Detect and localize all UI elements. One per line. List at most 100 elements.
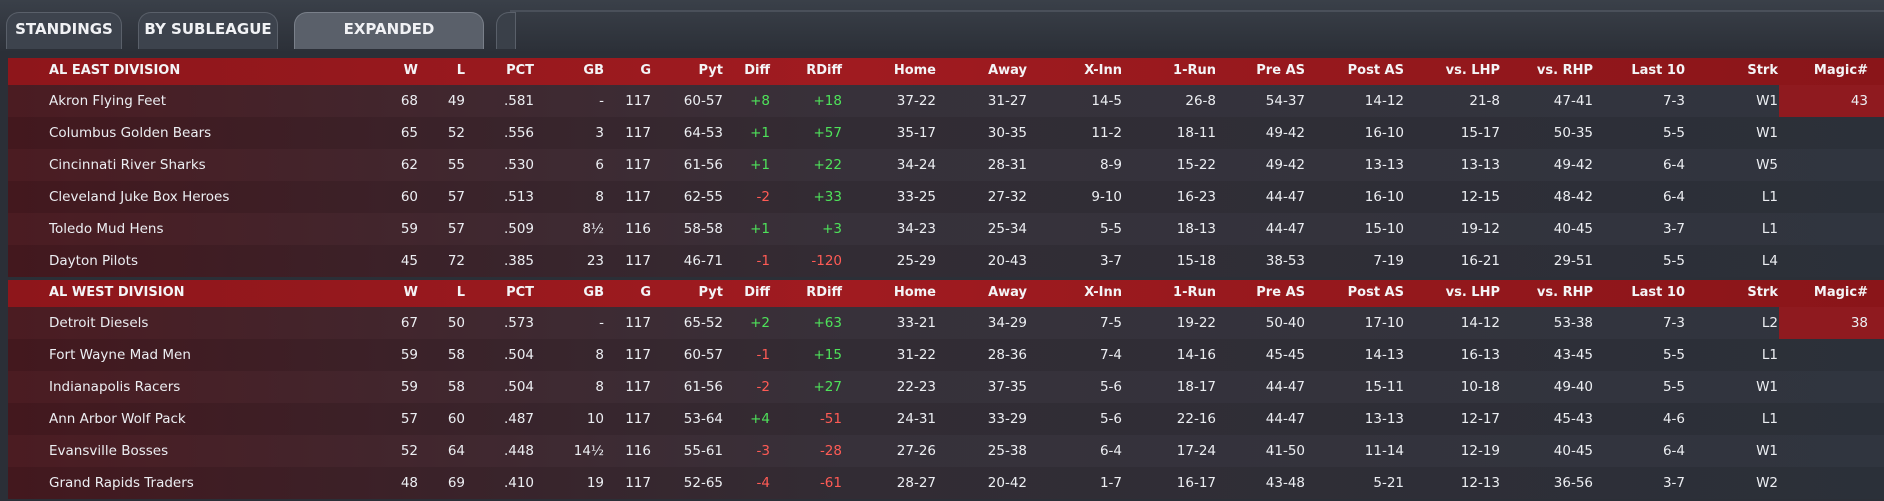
cell-one-run: 14-16: [1176, 347, 1216, 363]
tab-standings[interactable]: STANDINGS: [6, 12, 122, 49]
team-row[interactable]: Cleveland Juke Box Heroes 60 57 .513 8 117 62-…: [8, 181, 1884, 213]
cell-rdiff: +3: [822, 221, 842, 237]
cell-diff: -4: [756, 475, 770, 491]
cell-diff: -3: [756, 443, 770, 459]
column-header-strk[interactable]: Strk: [1747, 285, 1778, 300]
column-header-x-inn[interactable]: X-Inn: [1084, 285, 1122, 300]
column-header-magic[interactable]: Magic#: [1813, 63, 1868, 78]
cell-x-inn: 14-5: [1091, 93, 1122, 109]
team-name[interactable]: Detroit Diesels: [49, 315, 149, 331]
team-name[interactable]: Indianapolis Racers: [49, 379, 181, 395]
cell-away: 25-34: [987, 221, 1027, 237]
cell-vs-lhp: 15-17: [1460, 125, 1500, 141]
cell-rdiff: +15: [813, 347, 843, 363]
team-name[interactable]: Evansville Bosses: [49, 443, 169, 459]
team-name[interactable]: Columbus Golden Bears: [49, 125, 212, 141]
team-name[interactable]: Akron Flying Feet: [49, 93, 167, 109]
cell-pyt: 60-57: [683, 347, 723, 363]
column-header-w[interactable]: W: [403, 63, 418, 78]
team-name[interactable]: Fort Wayne Mad Men: [49, 347, 191, 363]
cell-post-as: 7-19: [1373, 253, 1404, 269]
cell-vs-rhp: 36-56: [1553, 475, 1593, 491]
team-name[interactable]: Ann Arbor Wolf Pack: [49, 411, 186, 427]
column-header-pyt[interactable]: Pyt: [698, 285, 723, 300]
column-header-x-inn[interactable]: X-Inn: [1084, 63, 1122, 78]
cell-g: 117: [625, 475, 651, 491]
cell-x-inn: 7-5: [1099, 315, 1122, 331]
tab-expanded-standings[interactable]: EXPANDED STANDINGS: [294, 12, 484, 70]
column-header-gb[interactable]: GB: [583, 285, 604, 300]
team-row[interactable]: Columbus Golden Bears 65 52 .556 3 117 64-53 +1…: [8, 117, 1884, 149]
team-name[interactable]: Toledo Mud Hens: [49, 221, 164, 237]
tab-bar: STANDINGS BY SUBLEAGUE EXPANDED STANDING…: [0, 0, 1884, 70]
team-name[interactable]: Cincinnati River Sharks: [49, 157, 206, 173]
column-header-magic[interactable]: Magic#: [1813, 285, 1868, 300]
cell-l: 55: [447, 157, 465, 173]
column-header-one-run[interactable]: 1-Run: [1173, 63, 1216, 78]
team-row[interactable]: Grand Rapids Traders 48 69 .410 19 117 52-65 -4…: [8, 467, 1884, 499]
cell-gb: 19: [586, 475, 604, 491]
column-header-pre-as[interactable]: Pre AS: [1256, 63, 1305, 78]
cell-l: 72: [447, 253, 465, 269]
column-header-pct[interactable]: PCT: [506, 285, 534, 300]
column-header-diff[interactable]: Diff: [744, 63, 770, 78]
column-header-g[interactable]: G: [640, 285, 651, 300]
team-row[interactable]: Dayton Pilots 45 72 .385 23 117 46-71 -1 -120 25-…: [8, 245, 1884, 277]
column-header-pre-as[interactable]: Pre AS: [1256, 285, 1305, 300]
column-header-one-run[interactable]: 1-Run: [1173, 285, 1216, 300]
column-header-strk[interactable]: Strk: [1747, 63, 1778, 78]
team-row[interactable]: Indianapolis Racers 59 58 .504 8 117 61-56 -2 +2…: [8, 371, 1884, 403]
team-name[interactable]: Grand Rapids Traders: [49, 475, 194, 491]
team-row[interactable]: Akron Flying Feet 68 49 .581 - 117 60-57 +8 +18 3…: [8, 85, 1884, 117]
column-header-w[interactable]: W: [403, 285, 418, 300]
column-header-last-10[interactable]: Last 10: [1631, 63, 1685, 78]
column-header-away[interactable]: Away: [988, 63, 1027, 78]
column-header-post-as[interactable]: Post AS: [1347, 63, 1404, 78]
cell-vs-rhp: 47-41: [1553, 93, 1593, 109]
cell-last-10: 4-6: [1662, 411, 1685, 427]
cell-l: 58: [447, 347, 465, 363]
column-header-post-as[interactable]: Post AS: [1347, 285, 1404, 300]
column-header-l[interactable]: L: [456, 63, 465, 78]
cell-post-as: 14-12: [1364, 93, 1404, 109]
cell-gb: 8½: [582, 221, 604, 237]
column-header-pyt[interactable]: Pyt: [698, 63, 723, 78]
column-header-home[interactable]: Home: [893, 63, 936, 78]
column-header-gb[interactable]: GB: [583, 63, 604, 78]
team-name[interactable]: Cleveland Juke Box Heroes: [49, 189, 230, 205]
column-header-g[interactable]: G: [640, 63, 651, 78]
column-header-home[interactable]: Home: [893, 285, 936, 300]
division-header: AL EAST DIVISION W L PCT GB G Pyt Diff RDiff Home…: [8, 58, 1884, 85]
team-row[interactable]: Cincinnati River Sharks 62 55 .530 6 117 61-56…: [8, 149, 1884, 181]
cell-rdiff: +63: [813, 315, 843, 331]
column-header-l[interactable]: L: [456, 285, 465, 300]
column-header-away[interactable]: Away: [988, 285, 1027, 300]
cell-post-as: 5-21: [1373, 475, 1404, 491]
cell-w: 57: [400, 411, 418, 427]
column-header-vs-rhp[interactable]: vs. RHP: [1536, 63, 1593, 78]
team-row[interactable]: Toledo Mud Hens 59 57 .509 8½ 116 58-58 +1 +3 34-…: [8, 213, 1884, 245]
column-header-last-10[interactable]: Last 10: [1631, 285, 1685, 300]
column-header-rdiff[interactable]: RDiff: [806, 285, 842, 300]
cell-l: 69: [447, 475, 465, 491]
team-name[interactable]: Dayton Pilots: [49, 253, 138, 269]
cell-strk: W2: [1756, 475, 1778, 491]
cell-post-as: 17-10: [1364, 315, 1404, 331]
column-header-vs-lhp[interactable]: vs. LHP: [1445, 63, 1500, 78]
cell-diff: +1: [750, 221, 770, 237]
team-row[interactable]: Ann Arbor Wolf Pack 57 60 .487 10 117 53-64 +4 -…: [8, 403, 1884, 435]
cell-vs-rhp: 49-40: [1553, 379, 1593, 395]
team-row[interactable]: Detroit Diesels 67 50 .573 - 117 65-52 +2 +63 33-…: [8, 307, 1884, 339]
team-row[interactable]: Evansville Bosses 52 64 .448 14½ 116 55-61 -3 -2…: [8, 435, 1884, 467]
cell-last-10: 3-7: [1662, 475, 1685, 491]
cell-home: 25-29: [896, 253, 936, 269]
team-row[interactable]: Fort Wayne Mad Men 59 58 .504 8 117 60-57 -1 +15…: [8, 339, 1884, 371]
column-header-vs-lhp[interactable]: vs. LHP: [1445, 285, 1500, 300]
cell-diff: +8: [750, 93, 770, 109]
column-header-vs-rhp[interactable]: vs. RHP: [1536, 285, 1593, 300]
column-header-diff[interactable]: Diff: [744, 285, 770, 300]
column-header-pct[interactable]: PCT: [506, 63, 534, 78]
tab-by-subleague[interactable]: BY SUBLEAGUE: [138, 12, 278, 49]
cell-strk: L1: [1761, 411, 1778, 427]
column-header-rdiff[interactable]: RDiff: [806, 63, 842, 78]
